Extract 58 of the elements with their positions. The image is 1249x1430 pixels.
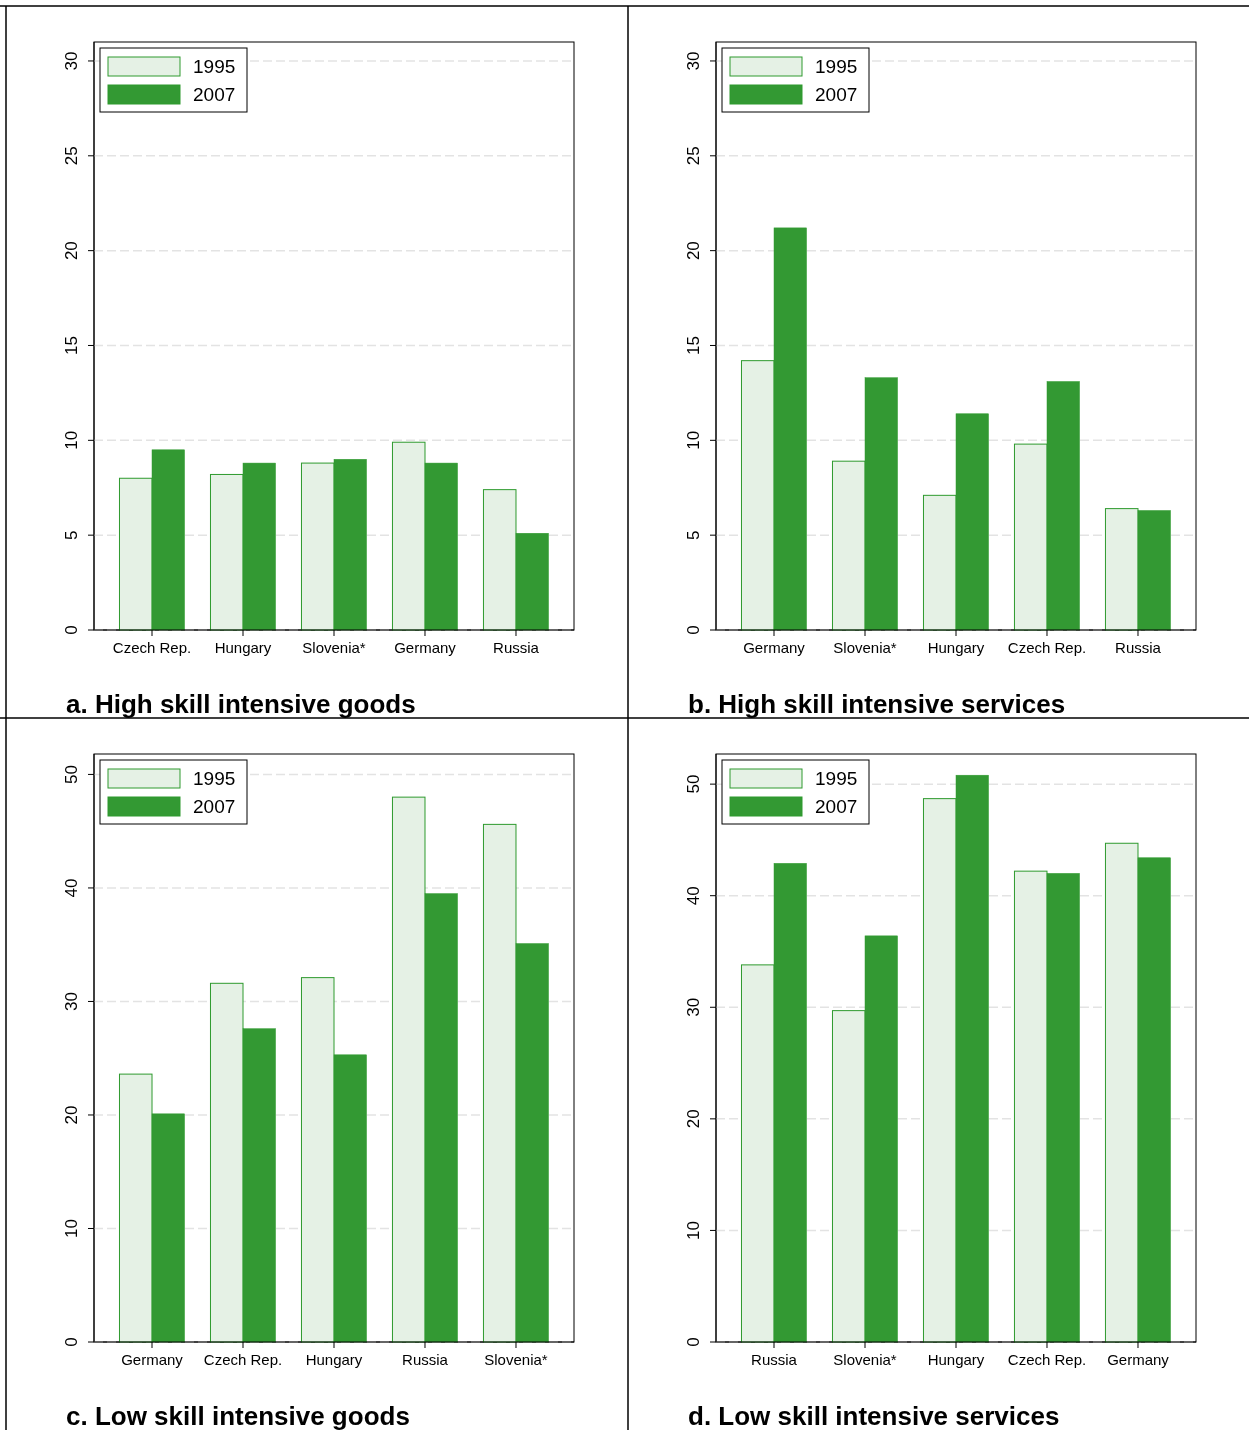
x-tick-label: Slovenia*: [302, 639, 366, 656]
y-tick-label: 0: [684, 1337, 703, 1347]
x-tick-label: Germany: [121, 1351, 184, 1368]
x-tick-label: Slovenia*: [833, 1351, 897, 1368]
y-tick-label: 15: [684, 336, 703, 355]
y-tick-label: 10: [684, 1220, 703, 1240]
text: c. Low skill intensive goods: [66, 1401, 410, 1430]
x-tick-label: Germany: [743, 639, 806, 656]
x-tick-label: Germany: [1107, 1351, 1170, 1368]
x-tick-label: Slovenia*: [833, 639, 897, 656]
y-tick-label: 20: [62, 241, 81, 261]
y-tick-label: 30: [62, 992, 81, 1011]
x-tick-label: Russia: [402, 1351, 449, 1368]
y-tick-label: 25: [684, 146, 703, 166]
y-tick-label: 40: [684, 886, 703, 906]
x-tick-label: Hungary: [305, 1351, 363, 1368]
text: a. High skill intensive goods: [66, 689, 416, 719]
x-tick-label: Germany: [394, 639, 457, 656]
x-tick-label: Russia: [751, 1351, 798, 1368]
x-tick-label: Czech Rep.: [1007, 639, 1087, 656]
legend-label: 1995: [815, 768, 858, 789]
y-tick-label: 30: [684, 51, 703, 71]
text: d. Low skill intensive services: [688, 1401, 1060, 1430]
legend-label: 2007: [815, 84, 858, 105]
legend-label: 1995: [815, 56, 858, 77]
y-tick-label: 20: [684, 241, 703, 261]
y-tick-label: 50: [62, 764, 81, 784]
y-tick-label: 30: [62, 51, 81, 71]
y-tick-label: 25: [62, 146, 81, 166]
legend-label: 1995: [193, 56, 236, 77]
y-tick-label: 5: [684, 530, 703, 540]
text: b. High skill intensive services: [688, 689, 1066, 719]
y-tick-label: 15: [62, 336, 81, 355]
y-tick-label: 20: [684, 1109, 703, 1129]
x-tick-label: Hungary: [927, 1351, 985, 1368]
y-tick-label: 0: [62, 1337, 81, 1347]
legend-label: 2007: [193, 84, 236, 105]
y-tick-label: 0: [62, 625, 81, 635]
y-tick-label: 50: [684, 774, 703, 794]
y-tick-label: 0: [684, 625, 703, 635]
x-tick-label: Hungary: [214, 639, 272, 656]
y-tick-label: 30: [684, 997, 703, 1017]
x-tick-label: Czech Rep.: [1007, 1351, 1087, 1368]
y-tick-label: 20: [62, 1105, 81, 1125]
x-tick-label: Slovenia*: [484, 1351, 548, 1368]
legend-label: 2007: [815, 796, 858, 817]
y-tick-label: 10: [62, 430, 81, 450]
y-tick-label: 10: [62, 1219, 81, 1238]
legend-label: 1995: [193, 768, 236, 789]
x-tick-label: Czech Rep.: [203, 1351, 283, 1368]
y-tick-label: 5: [62, 530, 81, 540]
x-tick-label: Russia: [1115, 639, 1162, 656]
x-tick-label: Czech Rep.: [112, 639, 192, 656]
y-tick-label: 10: [684, 430, 703, 450]
x-tick-label: Hungary: [927, 639, 985, 656]
x-tick-label: Russia: [493, 639, 540, 656]
legend-label: 2007: [193, 796, 236, 817]
y-tick-label: 40: [62, 878, 81, 898]
